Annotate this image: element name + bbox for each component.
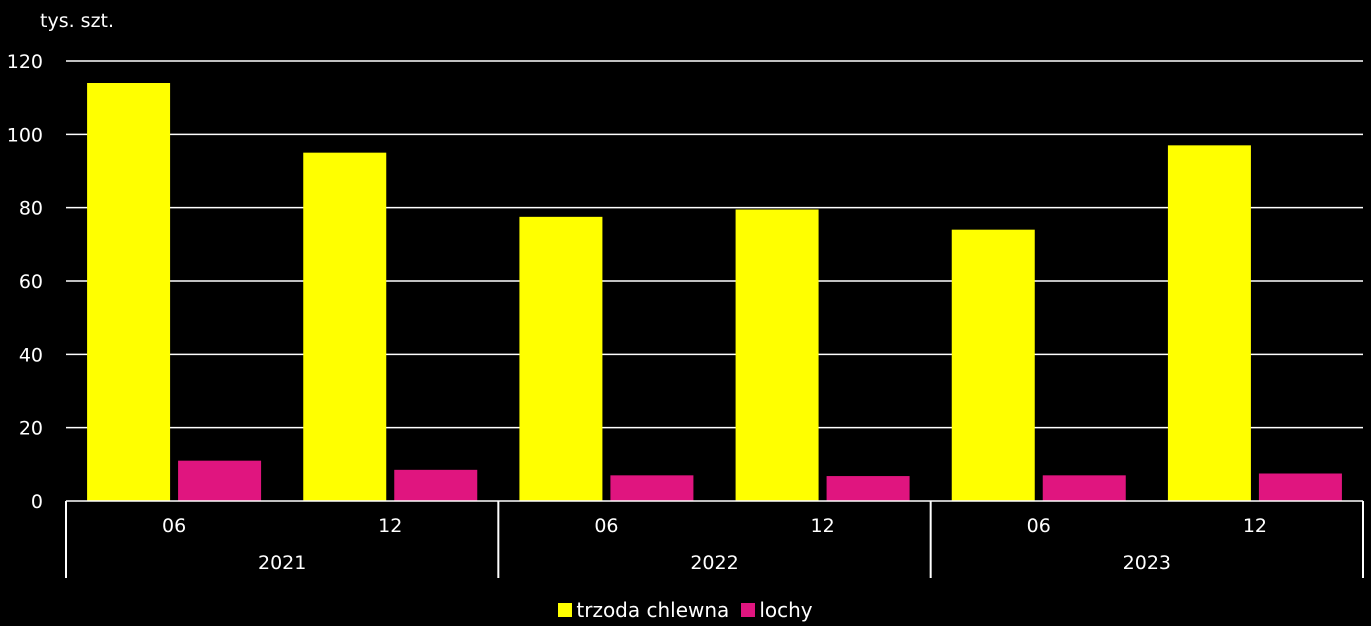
x-tick-label: 12 — [810, 515, 834, 537]
legend-label: lochy — [759, 598, 813, 622]
bar-trzoda-chlewna — [951, 229, 1035, 501]
bars — [87, 83, 1342, 502]
legend-item: trzoda chlewna — [558, 598, 729, 622]
y-axis-ticks: 0 20 40 60 80 100 120 — [7, 51, 43, 513]
legend-label: trzoda chlewna — [576, 598, 730, 622]
x-tick-label: 06 — [1027, 515, 1051, 537]
legend-item: lochy — [741, 598, 813, 622]
bar-lochy — [1258, 473, 1342, 501]
y-tick-label: 80 — [19, 198, 43, 220]
x-group-label: 2022 — [690, 552, 738, 574]
legend: trzoda chlewna lochy — [0, 598, 1371, 622]
y-tick-label: 60 — [19, 271, 43, 293]
bar-lochy — [826, 476, 910, 501]
gridlines — [66, 60, 1363, 429]
bar-trzoda-chlewna — [303, 152, 387, 501]
legend-swatch — [741, 603, 756, 617]
bar-trzoda-chlewna — [87, 83, 171, 501]
x-tick-label: 12 — [1243, 515, 1267, 537]
bar-lochy — [178, 460, 262, 501]
y-tick-label: 100 — [7, 124, 43, 146]
bar-lochy — [394, 469, 478, 501]
bar-lochy — [1042, 475, 1126, 501]
x-group-label: 2023 — [1123, 552, 1171, 574]
x-axis: 06 12 06 12 06 12 2021 2022 2023 — [65, 500, 1364, 578]
y-axis-unit-label: tys. szt. — [40, 10, 115, 32]
bar-lochy — [610, 475, 694, 501]
bar-trzoda-chlewna — [519, 216, 603, 502]
bar-trzoda-chlewna — [735, 209, 819, 501]
y-tick-label: 0 — [31, 491, 43, 513]
legend-swatch — [558, 603, 573, 617]
x-group-label: 2021 — [258, 552, 306, 574]
y-tick-label: 20 — [19, 418, 43, 440]
x-tick-label: 06 — [162, 515, 186, 537]
bar-trzoda-chlewna — [1167, 145, 1251, 502]
y-tick-label: 40 — [19, 344, 43, 366]
x-tick-label: 12 — [378, 515, 402, 537]
x-tick-label: 06 — [594, 515, 618, 537]
y-tick-label: 120 — [7, 51, 43, 73]
